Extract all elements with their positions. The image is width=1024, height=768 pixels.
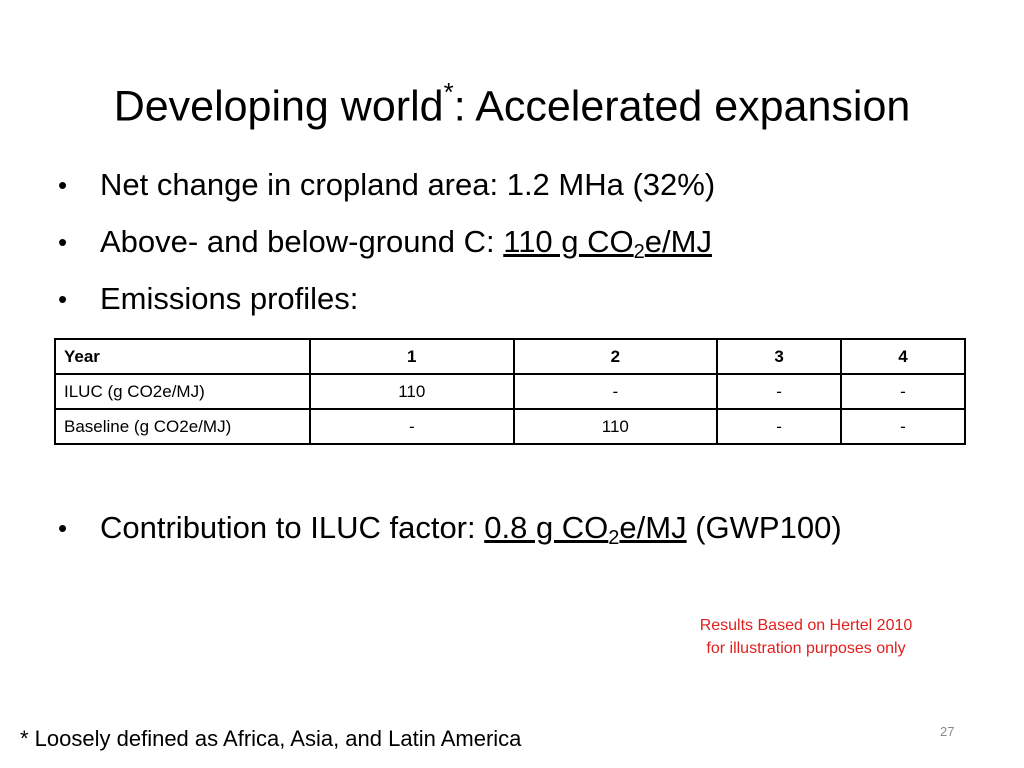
bullet-carbon: • Above- and below-ground C: 110 g CO2e/…: [58, 219, 715, 276]
results-note: Results Based on Hertel 2010 for illustr…: [666, 614, 946, 660]
table-cell: -: [716, 408, 843, 445]
contribution-value-b: e/MJ: [619, 510, 687, 545]
contribution-value-a: 0.8 g CO: [484, 510, 609, 545]
carbon-value-sub: 2: [633, 241, 645, 263]
bullet-dot: •: [58, 513, 68, 543]
bullet-dot: •: [58, 170, 68, 200]
bullet-carbon-prefix: Above- and below-ground C:: [100, 224, 504, 259]
table-cell: -: [840, 373, 966, 410]
table-header-cell: 1: [309, 338, 515, 375]
bullet-cropland-text: Net change in cropland area: 1.2 MHa (32…: [100, 167, 716, 202]
table-header-row: Year 1 2 3 4: [54, 338, 966, 375]
table-cell: Baseline (g CO2e/MJ): [54, 408, 311, 445]
carbon-value-b: e/MJ: [644, 224, 712, 259]
bullet-emissions: • Emissions profiles:: [58, 276, 715, 333]
emissions-table: Year 1 2 3 4 ILUC (g CO2e/MJ) 110 - - - …: [54, 338, 966, 445]
table-header-cell: Year: [54, 338, 311, 375]
bullet-cropland: • Net change in cropland area: 1.2 MHa (…: [58, 162, 715, 219]
footnote: * Loosely defined as Africa, Asia, and L…: [20, 726, 522, 751]
table-row: ILUC (g CO2e/MJ) 110 - - -: [54, 373, 966, 410]
bullet-contribution: • Contribution to ILUC factor: 0.8 g CO2…: [58, 505, 842, 555]
title-main: Developing world: [113, 82, 444, 131]
table-header-cell: 4: [840, 338, 966, 375]
contribution-value: 0.8 g CO2e/MJ: [484, 510, 687, 549]
title-asterisk: *: [443, 77, 454, 107]
table-cell: 110: [512, 408, 719, 445]
results-note-line2: for illustration purposes only: [706, 640, 906, 657]
table-cell: -: [840, 408, 966, 445]
bullet-dot: •: [58, 227, 68, 257]
contribution-list: • Contribution to ILUC factor: 0.8 g CO2…: [58, 505, 842, 555]
contribution-value-sub: 2: [608, 527, 620, 549]
table-cell: 110: [309, 373, 515, 410]
bullet-emissions-text: Emissions profiles:: [100, 281, 359, 316]
table-header-cell: 3: [716, 338, 843, 375]
carbon-value: 110 g CO2e/MJ: [503, 224, 712, 263]
page-number: 27: [940, 724, 955, 739]
contribution-prefix: Contribution to ILUC factor:: [100, 510, 485, 545]
bullet-dot: •: [58, 284, 68, 314]
contribution-suffix: (GWP100): [686, 510, 842, 545]
title-rest: : Accelerated expansion: [453, 82, 911, 131]
table-cell: -: [309, 408, 515, 445]
table-header-cell: 2: [512, 338, 719, 375]
slide-title: Developing world*: Accelerated expansion: [0, 68, 1024, 134]
table-cell: -: [716, 373, 843, 410]
carbon-value-a: 110 g CO: [503, 224, 634, 259]
table-cell: ILUC (g CO2e/MJ): [54, 373, 311, 410]
results-note-line1: Results Based on Hertel 2010: [699, 617, 913, 634]
table-cell: -: [512, 373, 719, 410]
bullet-list: • Net change in cropland area: 1.2 MHa (…: [58, 162, 715, 333]
table-row: Baseline (g CO2e/MJ) - 110 - -: [54, 408, 966, 445]
